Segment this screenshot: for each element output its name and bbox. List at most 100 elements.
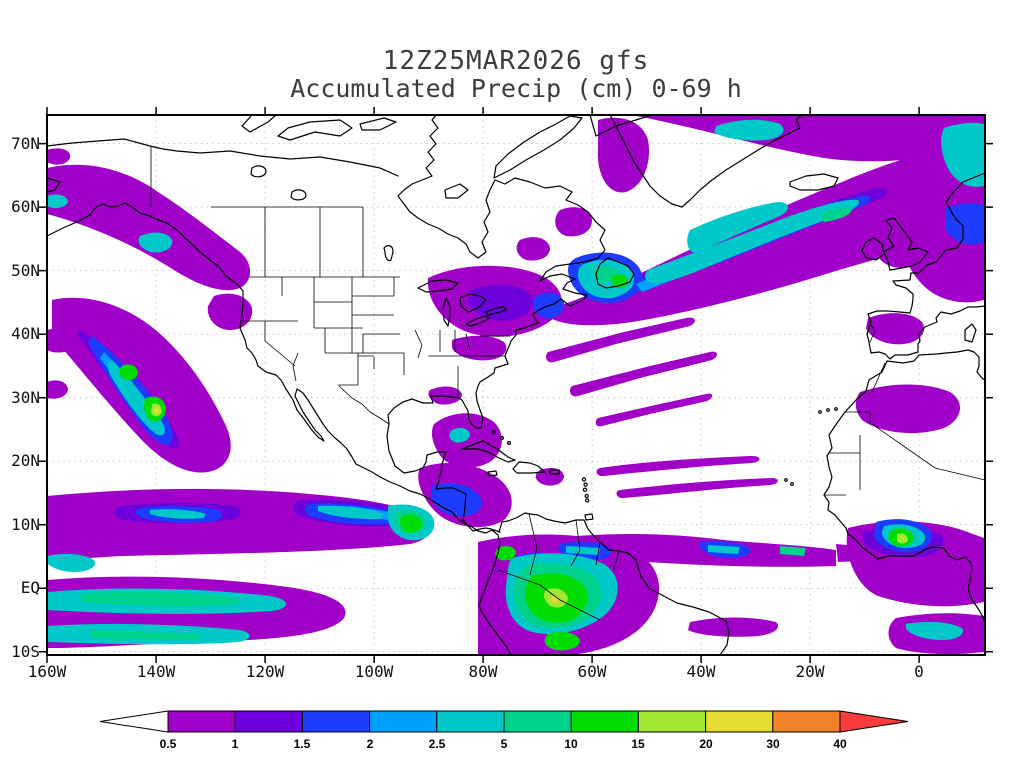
precip-blob [897,533,908,544]
island-dot [507,441,512,446]
figure-title-line1: 12Z25MAR2026 gfs [383,46,649,76]
precip-level-20 [154,407,560,603]
precip-blob [47,553,96,572]
lake-superior [417,279,459,293]
lon-label: 0 [914,662,924,681]
colorbar-tick-label: 40 [833,737,847,751]
colorbar-segment [436,710,505,733]
coastline-trinidad [584,513,594,521]
colorbar-tick-label: 15 [631,737,645,751]
coastline-jamaica [487,470,498,477]
precip-blob [47,328,78,353]
lat-label: EQ [21,578,40,597]
precip-blob [468,285,534,321]
precip-blob [645,199,860,284]
island-dot [581,477,587,482]
precip-blob [399,514,422,533]
coastline-bering [47,177,61,193]
precip-blob [596,456,760,477]
coastline-arctic-alaska [47,138,399,177]
coastline-gulf-caribbean [386,423,501,533]
island-dot [584,493,589,499]
colorbar-left-arrow [99,710,169,733]
borders-north-america [150,147,510,425]
colorbar-tick-label: 0.5 [160,737,177,751]
colorbar-tick-label: 10 [564,737,578,751]
precip-blob [544,632,580,651]
coastline-europe [866,172,985,360]
lat-label: 60N [11,197,40,216]
precip-blob [941,122,984,187]
colorbar-right-arrow [839,710,909,733]
colorbar-tick-label: 1 [232,737,239,751]
lake-ontario [485,306,507,316]
colorbar-segment [503,710,572,733]
lon-label: 140W [137,662,176,681]
lat-label: 10N [11,515,40,534]
precip-blob [47,164,251,291]
colorbar-segment [234,710,303,733]
precip-blob [593,266,618,283]
coastline-cuba [461,440,516,463]
figure-titles: 12Z25MAR2026 gfs Accumulated Precip (cm)… [290,46,742,103]
colorbar-segment [570,710,639,733]
lake-erie [465,315,491,327]
island-dot [784,478,788,482]
precip-blob [452,335,507,361]
precip-blob [946,203,984,245]
precip-blob [780,546,806,556]
colorbar-segment [301,710,371,733]
figure-title-line2: Accumulated Precip (cm) 0-69 h [290,74,742,103]
coastline-southampton-island [444,183,469,199]
lat-label: 40N [11,324,40,343]
precip-blob [495,545,516,561]
precip-blob [154,407,160,414]
precip-blob [632,115,984,162]
precip-blob [80,591,240,607]
precip-blob [431,413,502,468]
precip-blob [866,313,924,345]
coastlines [47,115,985,655]
precip-blob [551,595,560,603]
coastline-newfoundland [595,257,635,289]
x-axis-labels: 160W 140W 120W 100W 80W 60W 40W 20W 0 [28,662,924,681]
island-dot [826,408,830,412]
island-dot [790,482,794,486]
bottom-ticks [46,655,920,663]
island-dot [582,487,588,492]
colorbar-tick-label: 5 [501,737,508,751]
colorbar-tick-label: 2.5 [429,737,446,751]
coastline-ne-canada [397,115,606,307]
precip-blob [47,194,68,209]
coastline-ireland [861,237,885,261]
coastline-victoria-island [277,119,353,141]
precip-blob [597,117,650,193]
precip-blob [516,237,550,261]
coastline-africa-med [886,349,985,381]
coastline-greenland [609,115,803,208]
lon-label: 60W [578,662,607,681]
precip-blob [714,119,784,141]
colorbar-segment [705,710,774,733]
precip-blob [855,384,961,434]
precip-blob [318,505,384,520]
coastline-great-britain [883,217,929,271]
borders-africa-south-america [497,321,985,621]
lon-label: 100W [355,662,394,681]
colorbar-segment [637,710,707,733]
coastline-africa-west [823,360,985,624]
lake-great-bear [250,165,267,178]
precip-blob [150,509,206,519]
coastline-baffin-island [493,115,583,179]
coastline-west-america [47,202,512,655]
lat-label: 70N [11,134,40,153]
precip-blob [47,148,71,165]
island-dot [500,436,505,441]
coastline-us-east [387,303,555,429]
coastline-banks-island [241,115,277,133]
precip-blob [820,207,852,222]
lon-label: 40W [687,662,716,681]
coastline-sardinia [964,323,977,343]
right-ticks [985,142,993,653]
